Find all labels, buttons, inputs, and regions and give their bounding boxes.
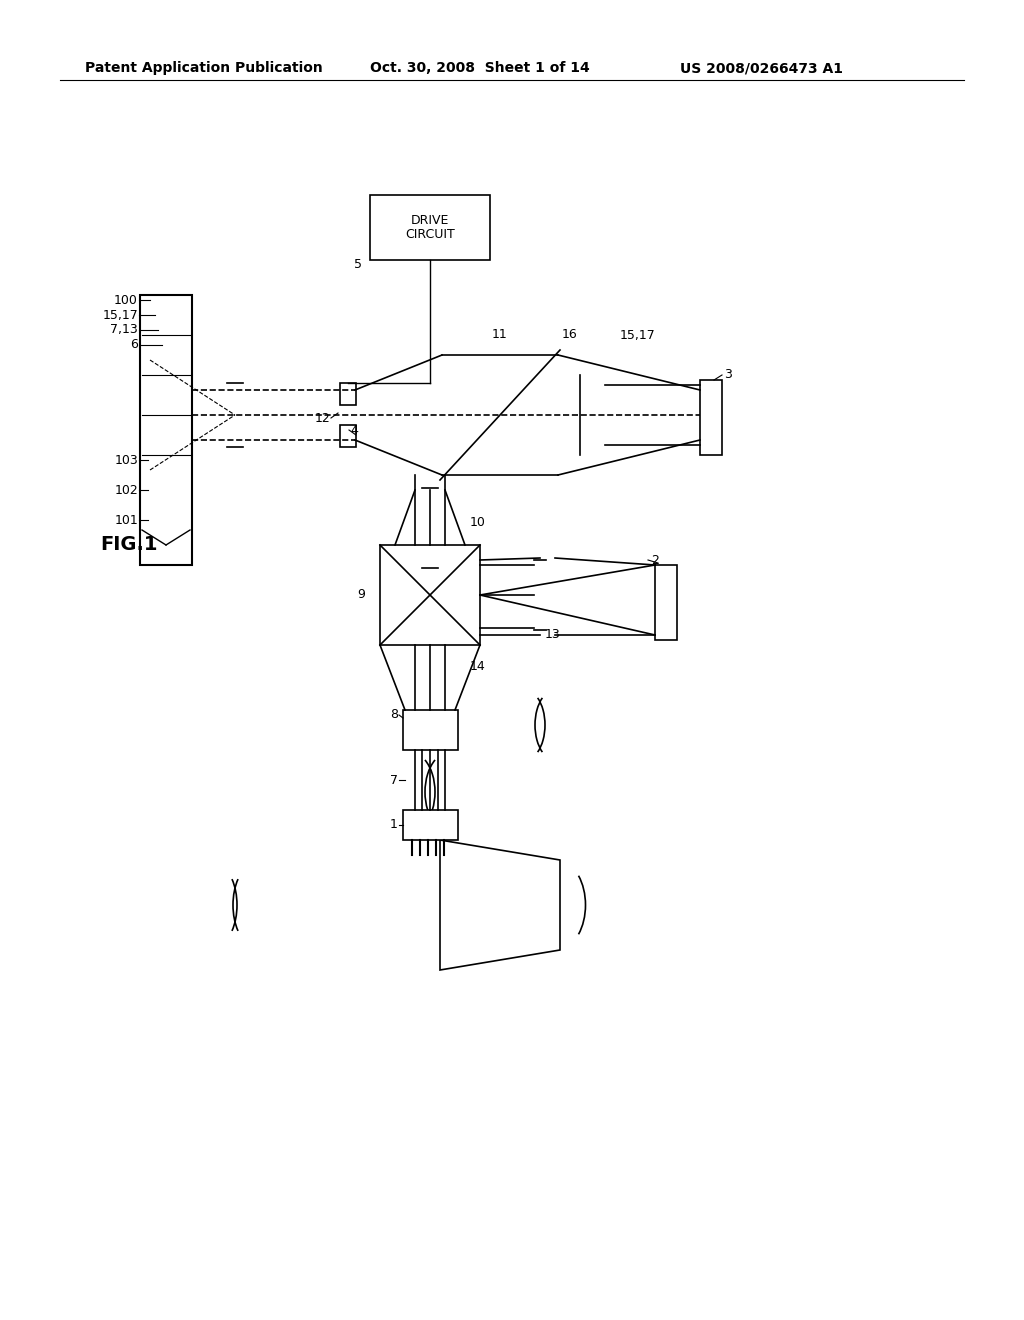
- Text: 15,17: 15,17: [102, 309, 138, 322]
- Bar: [340, 425, 356, 447]
- Text: US 2008/0266473 A1: US 2008/0266473 A1: [680, 61, 843, 75]
- Text: 3: 3: [724, 368, 732, 381]
- Text: 8: 8: [390, 709, 398, 722]
- Text: 10: 10: [470, 516, 485, 529]
- Text: 11: 11: [493, 329, 508, 342]
- Text: 7: 7: [390, 774, 398, 787]
- Text: 6: 6: [130, 338, 138, 351]
- Bar: [403, 810, 458, 840]
- Text: 9: 9: [357, 589, 365, 602]
- Text: 12: 12: [314, 412, 330, 425]
- Text: 15,17: 15,17: [620, 329, 655, 342]
- Bar: [700, 380, 722, 455]
- Text: 100: 100: [114, 293, 138, 306]
- Text: 5: 5: [354, 259, 362, 272]
- Text: Patent Application Publication: Patent Application Publication: [85, 61, 323, 75]
- Bar: [370, 195, 490, 260]
- Text: 16: 16: [562, 329, 578, 342]
- Text: 1: 1: [390, 818, 398, 832]
- Text: 4: 4: [350, 424, 357, 437]
- Text: 102: 102: [115, 483, 138, 496]
- Bar: [340, 383, 356, 405]
- Text: 7,13: 7,13: [111, 323, 138, 337]
- Polygon shape: [440, 840, 560, 970]
- Bar: [140, 294, 193, 565]
- Text: 14: 14: [470, 660, 485, 673]
- Bar: [380, 545, 480, 645]
- Text: 101: 101: [115, 513, 138, 527]
- Text: DRIVE
CIRCUIT: DRIVE CIRCUIT: [406, 214, 455, 242]
- Bar: [655, 565, 677, 640]
- Text: 13: 13: [545, 628, 561, 642]
- Text: 103: 103: [115, 454, 138, 466]
- Text: FIG.1: FIG.1: [100, 536, 158, 554]
- Bar: [403, 710, 458, 750]
- Text: 2: 2: [651, 553, 658, 566]
- Text: Oct. 30, 2008  Sheet 1 of 14: Oct. 30, 2008 Sheet 1 of 14: [370, 61, 590, 75]
